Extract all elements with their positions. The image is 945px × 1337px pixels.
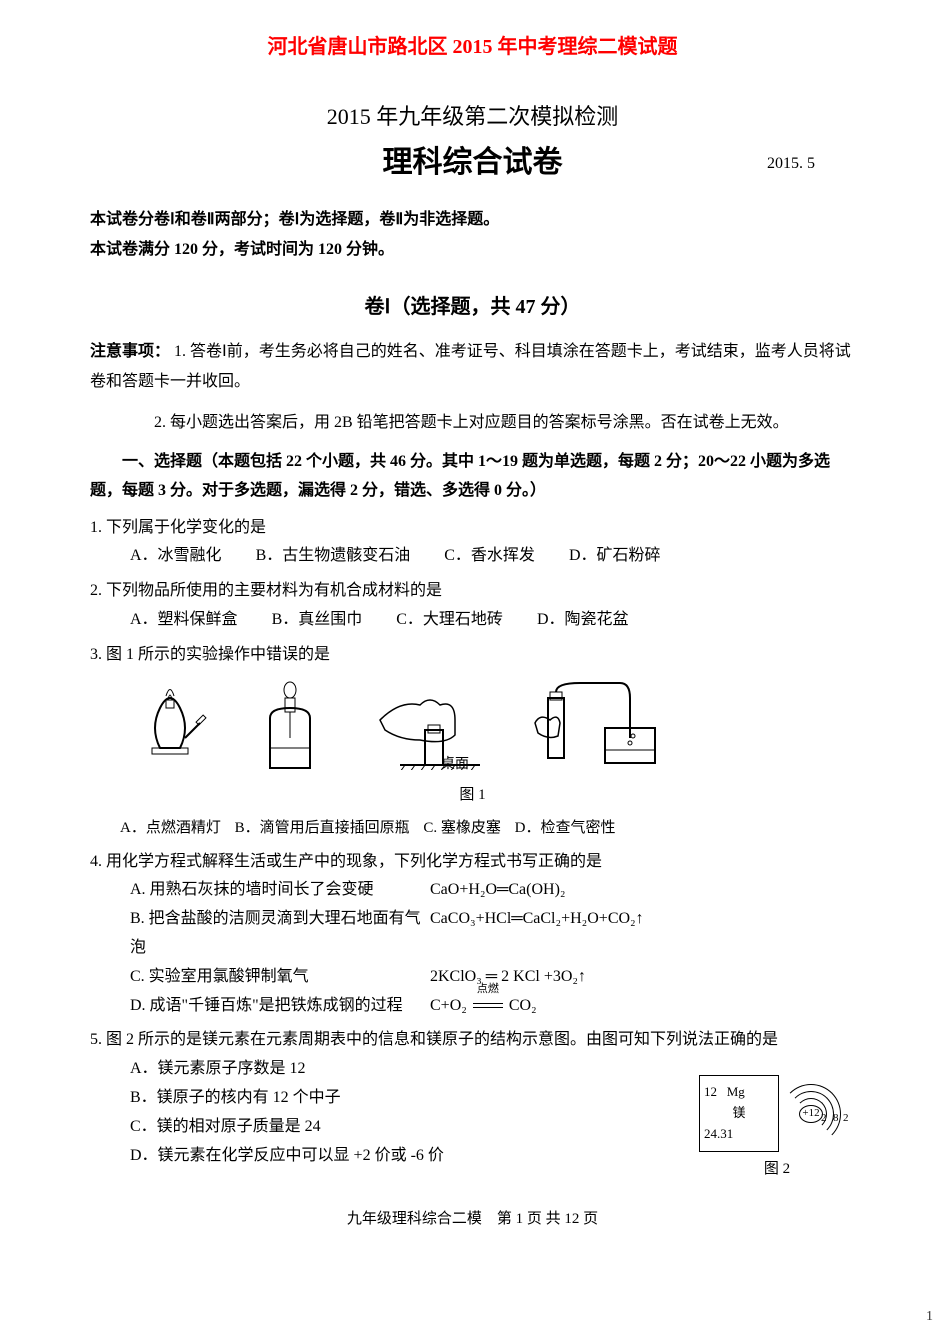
q1-options: A．冰雪融化 B．古生物遗骸变石油 C．香水挥发 D．矿石粉碎 [90,542,855,571]
q4-d-eq: C+O₂ 点燃 CO₂ [430,992,537,1021]
question-1: 1. 下列属于化学变化的是 A．冰雪融化 B．古生物遗骸变石油 C．香水挥发 D… [90,514,855,572]
page-footer: 九年级理科综合二模 第 1 页 共 12 页 [90,1207,855,1228]
q4-b-eq: CaCO₃+HCl═CaCl₂+H₂O+CO₂↑ [430,905,644,963]
mg-name: 镁 [704,1103,774,1124]
alcohol-lamp-icon [130,678,210,778]
intro-line-1: 本试卷分卷Ⅰ和卷Ⅱ两部分；卷Ⅰ为选择题，卷Ⅱ为非选择题。 [90,205,855,235]
question-3: 3. 图 1 所示的实验操作中错误的是 [90,641,855,842]
q3-option-a: A．点燃酒精灯 [120,815,221,842]
dropper-bottle-icon [250,678,330,778]
section1-title: 卷Ⅰ（选择题，共 47 分） [90,290,855,319]
q5-options: A．镁元素原子序数是 12 B．镁原子的核内有 12 个中子 C．镁的相对原子质… [90,1055,699,1170]
mg-atomic-number: 12 [704,1084,717,1099]
mg-symbol: Mg [727,1084,745,1099]
q4-d-eq-cond: 点燃 [471,980,505,1000]
mg-shell-3 [781,1084,841,1144]
q5-option-a: A．镁元素原子序数是 12 [90,1055,699,1084]
q1-option-a: A．冰雪融化 [130,542,222,571]
q1-option-c: C．香水挥发 [444,542,535,571]
stopper-desk-group: 桌面 [370,680,490,777]
mg-periodic-box: 12 Mg 镁 24.31 [699,1075,779,1151]
q3-option-c: C. 塞橡皮塞 [423,815,501,842]
notice-label: 注意事项： [90,343,170,360]
mg-mass: 24.31 [704,1124,774,1145]
q2-options: A．塑料保鲜盒 B．真丝围巾 C．大理石地砖 D．陶瓷花盆 [90,606,855,635]
question-5: 5. 图 2 所示的是镁元素在元素周期表中的信息和镁原子的结构示意图。由图可知下… [90,1026,855,1182]
q2-option-a: A．塑料保鲜盒 [130,606,238,635]
document-header: 河北省唐山市路北区 2015 年中考理综二模试题 [90,30,855,59]
q3-option-d: D．检查气密性 [515,815,616,842]
figure-1-row: 桌面 [130,678,855,778]
exam-page: 河北省唐山市路北区 2015 年中考理综二模试题 2015 年九年级第二次模拟检… [0,0,945,1268]
hand-stopper-icon [370,680,490,770]
mg-electrons-1: 2 [821,1109,827,1129]
q3-option-b: B．滴管用后直接插回原瓶 [235,815,410,842]
q3-stem: 3. 图 1 所示的实验操作中错误的是 [90,641,855,670]
desk-label: 桌面 [441,752,469,777]
q2-option-d: D．陶瓷花盆 [537,606,629,635]
q4-d-text: D. 成语"千锤百炼"是把铁炼成钢的过程 [130,992,430,1021]
q1-stem: 1. 下列属于化学变化的是 [90,514,855,543]
q4-c-eq: 2KClO₃ ═ 2 KCl +3O₂↑ [430,963,586,992]
q4-d-eq-left: C+O₂ [430,997,467,1014]
q4-stem: 4. 用化学方程式解释生活或生产中的现象，下列化学方程式书写正确的是 [90,848,855,877]
mg-electrons-2: 8 [833,1109,839,1129]
q4-a-text: A. 用熟石灰抹的墙时间长了会变硬 [130,876,430,905]
q4-a-eq: CaO+H₂O═Ca(OH)₂ [430,876,566,905]
q3-options: A．点燃酒精灯 B．滴管用后直接插回原瓶 C. 塞橡皮塞 D．检查气密性 [90,815,855,842]
q4-c-text: C. 实验室用氯酸钾制氧气 [130,963,430,992]
exam-heading: 2015 年九年级第二次模拟检测 [90,99,855,131]
q5-stem: 5. 图 2 所示的是镁元素在元素周期表中的信息和镁原子的结构示意图。由图可知下… [90,1026,855,1055]
q1-option-b: B．古生物遗骸变石油 [256,542,411,571]
part1-instructions: 一、选择题（本题包括 22 个小题，共 46 分。其中 1～19 题为单选题，每… [90,448,855,506]
mg-electrons-3: 2 [843,1109,849,1129]
q2-option-c: C．大理石地砖 [396,606,503,635]
notice-block: 注意事项： 1. 答卷Ⅰ前，考生务必将自己的姓名、准考证号、科目填涂在答题卡上，… [90,337,855,398]
notice-1: 1. 答卷Ⅰ前，考生务必将自己的姓名、准考证号、科目填涂在答题卡上，考试结束，监… [90,343,851,390]
question-2: 2. 下列物品所使用的主要材料为有机合成材料的是 A．塑料保鲜盒 B．真丝围巾 … [90,577,855,635]
exam-subject: 理科综合试卷 2015. 5 [90,137,855,181]
q2-stem: 2. 下列物品所使用的主要材料为有机合成材料的是 [90,577,855,606]
intro-line-2: 本试卷满分 120 分，考试时间为 120 分钟。 [90,235,855,265]
q4-d-eq-right: CO₂ [509,997,537,1014]
exam-intro: 本试卷分卷Ⅰ和卷Ⅱ两部分；卷Ⅰ为选择题，卷Ⅱ为非选择题。 本试卷满分 120 分… [90,205,855,266]
exam-date: 2015. 5 [767,155,815,173]
q5-option-d: D．镁元素在化学反应中可以显 +2 价或 -6 价 [90,1142,699,1171]
q4-b-text: B. 把含盐酸的洁厕灵滴到大理石地面有气泡 [130,905,430,963]
q5-option-b: B．镁原子的核内有 12 个中子 [90,1084,699,1113]
q1-option-d: D．矿石粉碎 [569,542,661,571]
q5-option-c: C．镁的相对原子质量是 24 [90,1113,699,1142]
figure-2-caption: 图 2 [764,1156,790,1183]
figure-1-caption: 图 1 [90,782,855,809]
page-number: 1 [926,1309,933,1325]
subject-text: 理科综合试卷 [383,146,563,179]
notice-2: 2. 每小题选出答案后，用 2B 铅笔把答题卡上对应题目的答案标号涂黑。否在试卷… [90,408,855,438]
mg-atom-diagram: +12 2 8 2 [785,1083,855,1143]
question-4: 4. 用化学方程式解释生活或生产中的现象，下列化学方程式书写正确的是 A. 用熟… [90,848,855,1021]
figure-2: 12 Mg 镁 24.31 +12 2 8 2 图 2 [699,1075,855,1182]
airtight-check-icon [530,678,660,778]
q2-option-b: B．真丝围巾 [272,606,363,635]
